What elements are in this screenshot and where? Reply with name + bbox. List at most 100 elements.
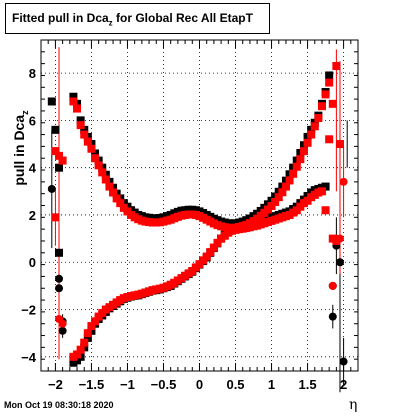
- data-point-square: [87, 144, 96, 153]
- data-point-square: [73, 350, 82, 359]
- data-point-square: [51, 213, 60, 222]
- data-point-square: [296, 155, 305, 164]
- data-point-square: [76, 116, 85, 125]
- data-point-square: [83, 329, 92, 338]
- data-point-square: [267, 201, 276, 210]
- chart-title: Fitted pull in Dcaz for Global Rec All E…: [12, 11, 253, 27]
- x-axis-label: η: [349, 397, 358, 413]
- data-point-circle: [55, 284, 64, 293]
- data-points: [47, 62, 348, 367]
- data-point-square: [112, 194, 121, 203]
- y-tick-label: 6: [29, 113, 36, 128]
- datestamp: Mon Oct 19 08:30:18 2020: [4, 400, 114, 410]
- data-point-square: [109, 188, 118, 197]
- data-point-square: [76, 345, 85, 354]
- y-tick-label: 0: [29, 255, 36, 270]
- data-point-square: [105, 182, 114, 191]
- y-tick-label: 8: [29, 66, 36, 81]
- data-point-square: [278, 188, 287, 197]
- data-point-square: [271, 197, 280, 206]
- data-point-square: [87, 322, 96, 331]
- data-point-circle: [55, 274, 64, 283]
- data-point-square: [83, 137, 92, 146]
- data-point-square: [55, 163, 64, 172]
- data-point-circle: [335, 234, 344, 243]
- chart-title-box: Fitted pull in Dcaz for Global Rec All E…: [5, 3, 270, 34]
- data-point-square: [317, 187, 326, 196]
- data-point-square: [299, 147, 308, 156]
- data-point-circle: [328, 312, 337, 321]
- y-tick-label: 2: [29, 208, 36, 223]
- data-point-square: [101, 175, 110, 184]
- y-axis-label-main: pull in Dca: [11, 114, 27, 186]
- data-point-square: [69, 92, 78, 101]
- x-tick-label: −0.5: [151, 377, 177, 392]
- x-tick-label: 0: [196, 377, 203, 392]
- data-point-circle: [335, 258, 344, 267]
- data-point-square: [213, 238, 222, 247]
- title-subscript: z: [108, 18, 113, 28]
- data-point-square: [325, 135, 334, 144]
- data-point-square: [91, 149, 100, 158]
- x-tick-label: −1.5: [79, 377, 105, 392]
- axes: −2 −1.5 −1 −0.5 0 0.5 1 1.5 2 −4 −2 0 2 4 6 8: [21, 39, 359, 392]
- y-tick-label: −2: [21, 303, 36, 318]
- y-tick-label: 4: [29, 161, 37, 176]
- data-point-square: [80, 338, 89, 347]
- data-point-circle: [47, 184, 56, 193]
- data-point-square: [80, 125, 89, 134]
- data-point-square: [328, 99, 337, 108]
- data-point-square: [202, 252, 211, 261]
- x-tick-label: 1.5: [299, 377, 317, 392]
- data-point-square: [325, 71, 334, 80]
- data-point-circle: [339, 357, 348, 366]
- data-point-square: [51, 125, 60, 134]
- data-point-square: [332, 62, 341, 71]
- data-point-square: [55, 151, 64, 160]
- data-point-square: [91, 154, 100, 163]
- title-prefix: Fitted pull in Dca: [12, 11, 109, 25]
- data-point-square: [314, 114, 323, 123]
- data-point-square: [98, 168, 107, 177]
- data-point-square: [47, 97, 56, 106]
- data-point-square: [206, 248, 215, 257]
- grid-lines: [41, 40, 358, 371]
- data-point-square: [307, 130, 316, 139]
- x-tick-label: 0.5: [226, 377, 244, 392]
- data-point-square: [69, 97, 78, 106]
- data-point-square: [285, 176, 294, 185]
- data-point-square: [91, 317, 100, 326]
- data-point-circle: [58, 319, 67, 328]
- data-point-square: [281, 182, 290, 191]
- y-axis-label-subscript: z: [19, 110, 30, 115]
- data-point-square: [292, 162, 301, 171]
- data-point-square: [321, 206, 330, 215]
- data-point-square: [116, 199, 125, 208]
- title-suffix: for Global Rec All EtapT: [112, 11, 253, 25]
- x-tick-label: 2: [340, 377, 347, 392]
- y-tick-label: −4: [21, 350, 37, 365]
- data-point-square: [303, 138, 312, 147]
- data-point-square: [94, 161, 103, 170]
- data-point-square: [55, 248, 64, 257]
- data-point-square: [289, 169, 298, 178]
- data-point-square: [58, 156, 67, 165]
- plot-frame: [40, 39, 359, 372]
- y-axis-label: pull in Dcaz: [11, 93, 30, 203]
- data-point-circle: [58, 326, 67, 335]
- data-point-square: [209, 243, 218, 252]
- data-point-square: [317, 102, 326, 111]
- x-tick-label: −2: [48, 377, 63, 392]
- x-tick-label: 1: [268, 377, 275, 392]
- data-point-square: [321, 90, 330, 99]
- data-point-square: [310, 122, 319, 131]
- data-point-circle: [339, 177, 348, 186]
- data-point-square: [335, 140, 344, 149]
- data-point-square: [325, 78, 334, 87]
- data-point-square: [321, 182, 330, 191]
- data-point-circle: [328, 281, 337, 290]
- x-tick-label: −1: [120, 377, 135, 392]
- data-point-square: [80, 130, 89, 139]
